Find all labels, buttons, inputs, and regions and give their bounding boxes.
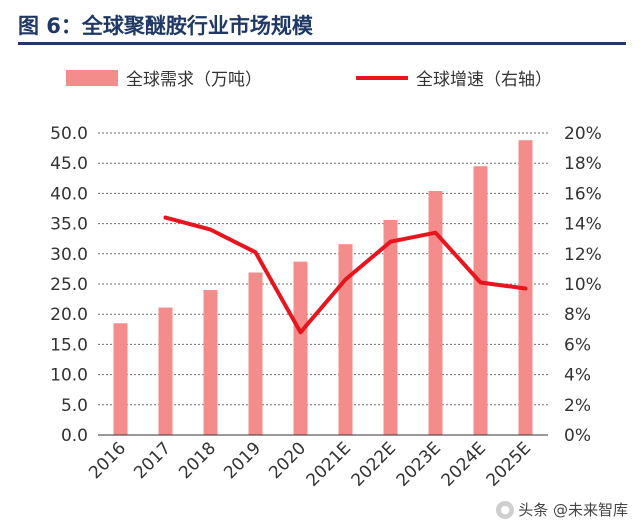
left-axis-tick-label: 10.0 [50,366,88,386]
left-axis-tick-label: 40.0 [50,184,88,204]
right-axis-tick-label: 6% [564,335,591,355]
right-axis-tick-label: 14% [564,215,602,235]
bar-2022E [383,219,398,435]
right-axis-tick-label: 18% [564,154,602,174]
x-axis-tick-label: 2025E [483,438,535,490]
right-axis-tick-label: 10% [564,275,602,295]
x-axis-tick-label: 2024E [438,438,490,490]
left-axis-tick-label: 50.0 [50,124,88,144]
bar-2016 [113,323,128,435]
x-axis-tick-label: 2021E [303,438,355,490]
left-axis-tick-label: 5.0 [61,396,88,416]
right-axis-tick-label: 12% [564,245,602,265]
figure-title: 图 6：全球聚醚胺行业市场规模 [18,14,313,38]
watermark-text: 头条 @未来智库 [518,501,628,519]
right-axis-tick-label: 16% [564,184,602,204]
figure-header: 图 6：全球聚醚胺行业市场规模 [18,8,626,45]
left-axis-tick-label: 25.0 [50,275,88,295]
x-axis-tick-label: 2022E [348,438,400,490]
left-axis-tick-label: 35.0 [50,215,88,235]
left-axis-tick-label: 20.0 [50,305,88,325]
x-axis-tick-label: 2016 [85,438,130,483]
right-axis-tick-label: 2% [564,396,591,416]
bar-2020 [293,261,308,435]
watermark: ● 头条 @未来智库 [496,499,628,520]
left-axis-tick-label: 15.0 [50,335,88,355]
right-axis-tick-label: 0% [564,426,591,446]
legend-bar-swatch [66,70,118,86]
title-divider [18,42,626,45]
x-axis-tick-label: 2017 [130,438,175,483]
bar-2017 [158,307,173,435]
bar-2019 [248,272,263,435]
bar-2023E [428,190,443,435]
legend-bar-label: 全球需求（万吨） [126,70,262,90]
legend-line-label: 全球增速（右轴） [416,70,552,90]
left-axis-tick-label: 30.0 [50,245,88,265]
x-axis-tick-label: 2018 [175,438,220,483]
right-axis-tick-label: 8% [564,305,591,325]
bar-2024E [473,166,488,435]
right-axis-tick-label: 4% [564,366,591,386]
left-axis-tick-label: 0.0 [61,426,88,446]
right-axis-tick-label: 20% [564,124,602,144]
bar-2018 [203,290,218,435]
x-axis-tick-label: 2023E [393,438,445,490]
x-axis-tick-label: 2019 [220,438,265,483]
watermark-logo-icon: ● [496,500,515,519]
left-axis-tick-label: 45.0 [50,154,88,174]
bar-2021E [338,244,353,435]
